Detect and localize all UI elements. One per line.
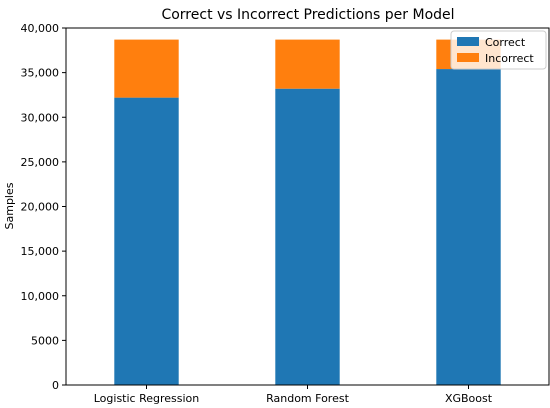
y-axis-label: Samples (3, 182, 16, 229)
legend-swatch-incorrect (457, 53, 479, 62)
y-tick-label: 25,000 (21, 156, 60, 169)
bar-correct-1 (275, 88, 340, 385)
y-tick-label: 20,000 (21, 201, 60, 214)
bars-group (114, 39, 501, 386)
y-axis: 0 5000 10,000 15,000 20,000 25,000 30,000 35,00… (21, 22, 66, 392)
y-tick-label: 35,000 (21, 67, 60, 80)
x-tick-label: XGBoost (445, 392, 493, 405)
y-tick-label: 10,000 (21, 290, 60, 303)
y-tick-label: 0 (52, 379, 59, 392)
legend-label-incorrect: Incorrect (485, 52, 534, 65)
legend-label-correct: Correct (485, 36, 526, 49)
bar-correct-0 (114, 97, 179, 386)
legend: Correct Incorrect (450, 30, 547, 70)
x-tick-label: Random Forest (266, 392, 349, 405)
x-axis: Logistic Regression Random Forest XGBoost (94, 385, 493, 405)
chart-title: Correct vs Incorrect Predictions per Mod… (161, 7, 454, 23)
x-tick-label: Logistic Regression (94, 392, 200, 405)
bar-correct-2 (436, 69, 501, 386)
legend-swatch-correct (457, 37, 479, 46)
plot-frame (65, 27, 550, 386)
y-tick-label: 15,000 (21, 245, 60, 258)
y-tick-label: 30,000 (21, 111, 60, 124)
bar-incorrect-1 (275, 39, 340, 89)
y-tick-label: 40,000 (21, 22, 60, 35)
bar-incorrect-0 (114, 39, 179, 98)
y-tick-label: 5000 (31, 334, 59, 347)
